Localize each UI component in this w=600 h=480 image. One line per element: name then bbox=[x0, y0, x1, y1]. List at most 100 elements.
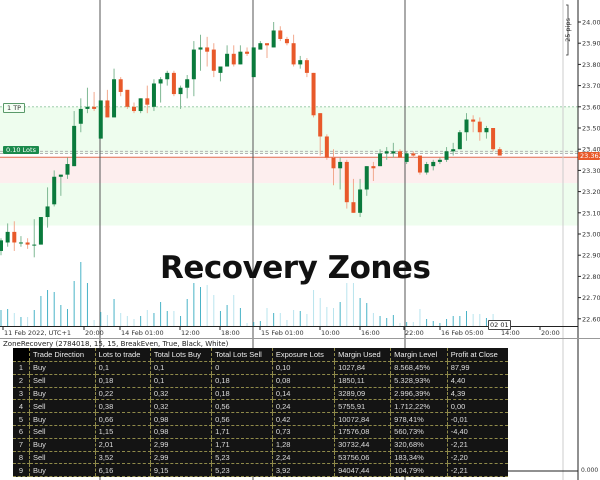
candle-body[interactable] bbox=[371, 166, 376, 169]
table-cell: 0,18 bbox=[94, 374, 151, 388]
candle-body[interactable] bbox=[151, 83, 156, 107]
candle-body[interactable] bbox=[0, 240, 3, 251]
candle-body[interactable] bbox=[98, 100, 103, 139]
candle-body[interactable] bbox=[471, 119, 476, 122]
candle-body[interactable] bbox=[331, 157, 336, 169]
candle-body[interactable] bbox=[178, 87, 183, 95]
candle-body[interactable] bbox=[45, 206, 50, 218]
candle-body[interactable] bbox=[265, 43, 269, 46]
candle-body[interactable] bbox=[205, 47, 210, 52]
candle-body[interactable] bbox=[85, 106, 90, 109]
candle-body[interactable] bbox=[251, 47, 256, 78]
candle-body[interactable] bbox=[198, 47, 203, 50]
candle-body[interactable] bbox=[132, 106, 136, 112]
tp-label[interactable]: 1 TP bbox=[3, 103, 26, 113]
table-cell: 2,99 bbox=[149, 451, 212, 465]
candle-body[interactable] bbox=[112, 79, 117, 118]
volume-bar bbox=[60, 305, 62, 326]
chart-title: Recovery Zones bbox=[160, 250, 431, 286]
candle-body[interactable] bbox=[351, 202, 356, 213]
candle-body[interactable] bbox=[304, 60, 309, 73]
candle-body[interactable] bbox=[145, 98, 150, 105]
candle-body[interactable] bbox=[191, 49, 196, 80]
candle-body[interactable] bbox=[52, 176, 57, 205]
candle-body[interactable] bbox=[338, 161, 343, 169]
candle-body[interactable] bbox=[258, 43, 263, 50]
candle-body[interactable] bbox=[431, 161, 436, 167]
candle-body[interactable] bbox=[378, 153, 383, 167]
table-cell: 94047,44 bbox=[334, 463, 391, 478]
time-tick-label: 20:00 bbox=[85, 329, 104, 337]
candle-body[interactable] bbox=[5, 231, 10, 243]
candle-body[interactable] bbox=[484, 128, 489, 133]
candle-body[interactable] bbox=[18, 242, 23, 244]
candle-body[interactable] bbox=[105, 100, 110, 118]
candle-body[interactable] bbox=[218, 66, 223, 73]
candle-body[interactable] bbox=[245, 51, 250, 54]
candle-body[interactable] bbox=[298, 60, 303, 65]
volume-bar bbox=[319, 298, 321, 326]
candle-body[interactable] bbox=[451, 149, 456, 152]
candle-body[interactable] bbox=[171, 72, 176, 95]
candle-body[interactable] bbox=[225, 53, 230, 67]
candle-body[interactable] bbox=[12, 231, 17, 243]
candle-body[interactable] bbox=[92, 106, 97, 109]
candle-body[interactable] bbox=[464, 119, 469, 133]
candle-body[interactable] bbox=[238, 51, 243, 65]
candle-body[interactable] bbox=[384, 151, 389, 154]
candle-body[interactable] bbox=[358, 189, 363, 213]
volume-bar bbox=[153, 313, 155, 326]
candle-body[interactable] bbox=[38, 217, 43, 245]
volume-bar bbox=[372, 313, 374, 326]
volume-bar bbox=[233, 295, 235, 326]
candle-body[interactable] bbox=[78, 108, 83, 124]
candle-body[interactable] bbox=[477, 121, 482, 133]
candle-body[interactable] bbox=[417, 155, 422, 173]
volume-bar bbox=[193, 283, 195, 326]
candle-body[interactable] bbox=[125, 89, 130, 107]
candle-body[interactable] bbox=[364, 166, 369, 190]
candle-body[interactable] bbox=[231, 53, 236, 65]
candle-body[interactable] bbox=[278, 30, 283, 39]
candle-body[interactable] bbox=[344, 161, 349, 203]
candle-body[interactable] bbox=[211, 49, 216, 71]
candle-body[interactable] bbox=[318, 113, 323, 137]
candle-body[interactable] bbox=[411, 153, 416, 156]
candle-body[interactable] bbox=[291, 43, 296, 65]
candle-body[interactable] bbox=[391, 151, 396, 154]
volume-bar bbox=[53, 292, 55, 326]
candle-body[interactable] bbox=[58, 174, 63, 177]
volume-bar bbox=[93, 320, 95, 326]
candle-body[interactable] bbox=[165, 72, 170, 80]
candle-body[interactable] bbox=[424, 164, 429, 173]
table-cell: 1,71 bbox=[211, 438, 273, 452]
candle-body[interactable] bbox=[444, 151, 449, 160]
candle-body[interactable] bbox=[118, 79, 123, 92]
table-cell: 10072,84 bbox=[334, 412, 391, 426]
table-cell: Buy bbox=[29, 387, 96, 401]
candle-body[interactable] bbox=[497, 149, 502, 156]
candle-body[interactable] bbox=[457, 132, 462, 150]
candle-body[interactable] bbox=[271, 30, 276, 48]
volume-bar bbox=[200, 287, 201, 326]
candle-body[interactable] bbox=[284, 38, 289, 44]
candle-body[interactable] bbox=[437, 159, 442, 162]
table-cell: Sell bbox=[29, 399, 96, 414]
candle-body[interactable] bbox=[324, 136, 329, 158]
candle-body[interactable] bbox=[158, 79, 163, 84]
candle-body[interactable] bbox=[25, 242, 30, 245]
candle-body[interactable] bbox=[65, 164, 70, 175]
time-tick-label: 11 Feb 2022, UTC+1 bbox=[4, 329, 71, 337]
candle-body[interactable] bbox=[138, 98, 143, 112]
candle-body[interactable] bbox=[72, 125, 77, 167]
candle-body[interactable] bbox=[311, 72, 316, 116]
candle-body[interactable] bbox=[491, 128, 496, 150]
table-cell: 53756,06 bbox=[334, 451, 391, 465]
candle-body[interactable] bbox=[32, 244, 37, 246]
candle-body[interactable] bbox=[185, 79, 190, 88]
candle-body[interactable] bbox=[404, 153, 409, 162]
candle-body[interactable] bbox=[398, 151, 402, 158]
table-cell: 0,38 bbox=[94, 399, 151, 414]
lots-label[interactable]: 0.10 Lots bbox=[3, 146, 39, 154]
